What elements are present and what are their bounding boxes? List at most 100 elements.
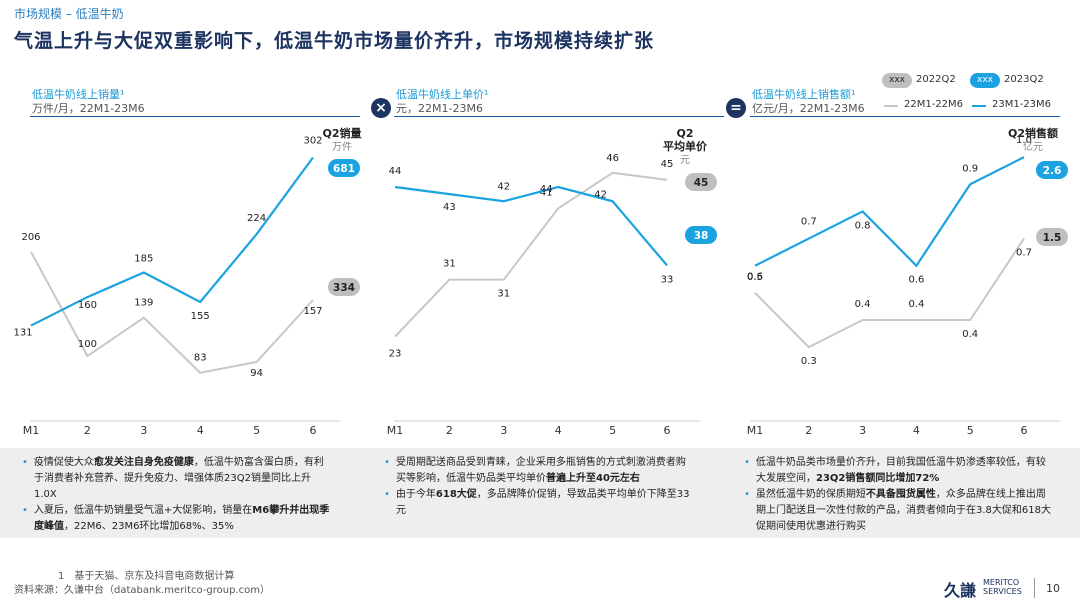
q2-2023-pill-value: 38 [694, 230, 709, 242]
data-label: 0.3 [801, 356, 817, 367]
x-tick-label: 2 [446, 424, 453, 437]
q2-2022-pill [685, 173, 717, 191]
q2-2023-pill [1036, 161, 1068, 179]
legend-line-2023 [972, 105, 986, 107]
x-tick-label: 4 [555, 424, 562, 437]
q2-2022-pill-value: 1.5 [1043, 232, 1062, 244]
data-label: 0.8 [855, 220, 871, 231]
note-text: 虽然低温牛奶的保质期短 [755, 489, 866, 500]
note-emphasis: 愈发关注自身免疫健康 [93, 457, 194, 468]
legend-label-2023q2: 2023Q2 [1004, 74, 1044, 85]
x-tick-label: 2 [84, 424, 91, 437]
data-label: 23 [389, 349, 402, 360]
x-tick-label: 3 [140, 424, 147, 437]
panel-title-volume: 低温牛奶线上销量¹ [32, 88, 125, 101]
notes-column-price: • 受周期配送商品受到青睐，企业采用多瓶销售的方式刺激消费者购买等影响，低温牛奶品… [384, 455, 694, 519]
x-tick-label: 4 [197, 424, 204, 437]
source-note: 资料来源：久谦中台（databank.meritco-group.com） [14, 585, 271, 596]
q2-header: Q2销售额 [1008, 126, 1058, 140]
note-bullet: • 低温牛奶品类市场量价齐升，目前我国低温牛奶渗透率较低，有较大发展空间，23Q2… [744, 455, 1054, 487]
panel-divider [30, 116, 360, 117]
data-label: 139 [134, 298, 153, 309]
data-label: 0.7 [801, 217, 817, 228]
q2-2023-pill-value: 2.6 [1043, 165, 1062, 177]
bullet-icon: • [744, 457, 750, 468]
panel-subtitle-volume: 万件/月，22M1-23M6 [32, 102, 145, 115]
x-tick-label: 6 [664, 424, 671, 437]
chart-sales: M1 2 3 4 5 6 0.5 0.3 0.4 0.4 0.4 0.7 0.6 0.7 0.8 0.6 0.9… [747, 126, 1068, 437]
data-label: 94 [250, 368, 263, 379]
data-label: 45 [661, 159, 674, 170]
chart-volume: M1 2 3 4 5 6 206 100 139 83 94 157 131 160 185 155 224 30… [13, 126, 361, 437]
charts-canvas: M1 2 3 4 5 6206100139839415713116018515522430… [13, 126, 1068, 437]
data-label: 302 [303, 136, 322, 147]
bullet-icon: • [384, 457, 390, 468]
x-tick-label: 3 [500, 424, 507, 437]
x-tick-label: 5 [967, 424, 974, 437]
note-bullet: • 虽然低温牛奶的保质期短不具备囤货属性，众多品牌在线上推出周期上门配送且一次性付… [744, 487, 1054, 535]
multiply-icon: × [371, 98, 391, 118]
x-tick-label: 2 [805, 424, 812, 437]
legend-label-22m: 22M1-22M6 [904, 99, 964, 110]
q2-2022-pill [1036, 228, 1068, 246]
q2-2022-pill-value: 334 [333, 282, 355, 294]
note-bullet: • 由于今年618大促，多品牌降价促销，导致品类平均单价下降至33元 [384, 487, 694, 519]
data-label: 43 [443, 202, 456, 213]
series-line-23M1-23M6 [394, 185, 668, 267]
notes-band [0, 448, 1080, 538]
note-bullet: • 入夏后，低温牛奶销量受气温+大促影响，销量在M6攀升并出现季度峰值，22M6、… [22, 503, 332, 535]
data-label: 155 [191, 311, 210, 322]
note-emphasis: 不具备囤货属性 [865, 489, 936, 500]
legend-label-23m: 23M1-23M6 [992, 99, 1052, 110]
x-tick-label: M1 [387, 424, 404, 437]
data-label: 0.6 [747, 272, 763, 283]
logo-en-line2: SERVICES [983, 587, 1022, 596]
data-label: 0.4 [855, 299, 871, 310]
q2-header: Q2销量 [322, 126, 361, 140]
notes-column-volume: • 疫情促使大众愈发关注自身免疫健康，低温牛奶富含蛋白质，有利于消费者补充营养、提… [22, 455, 332, 535]
logo-en: MERITCO SERVICES [983, 578, 1022, 596]
q2-header: 万件 [332, 141, 352, 153]
q2-header: Q2 [676, 127, 693, 140]
data-label: 0.4 [908, 299, 924, 310]
legend-pill-2022: xxx [882, 73, 912, 88]
q2-2023-pill [685, 226, 717, 244]
panel-subtitle-price: 元，22M1-23M6 [396, 102, 483, 115]
note-text: 由于今年 [395, 489, 436, 500]
data-label: 31 [497, 289, 510, 300]
data-label: 100 [78, 339, 97, 350]
data-label: 224 [247, 213, 266, 224]
panel-divider [394, 116, 724, 117]
data-label: 0.6 [908, 275, 924, 286]
data-label: 0.4 [962, 329, 978, 340]
series-line-23M1-23M6 [754, 156, 1025, 268]
x-tick-label: 6 [310, 424, 317, 437]
note-bullet: • 受周期配送商品受到青睐，企业采用多瓶销售的方式刺激消费者购买等影响，低温牛奶品… [384, 455, 694, 487]
data-label: 44 [540, 184, 553, 195]
note-text: ，多品牌降价促销，导致品类平均单价下降至33元 [396, 489, 690, 516]
series-line-22M1-22M6 [754, 238, 1025, 349]
note-emphasis: 618大促 [435, 489, 477, 500]
note-text: ，众多品牌在线上推出周期上门配送且一次性付款的产品，消费者倾向于在3.8大促和6… [756, 489, 1051, 532]
panel-divider [750, 116, 1060, 117]
equals-icon: = [726, 98, 746, 118]
bullet-icon: • [744, 489, 750, 500]
data-label: 46 [606, 153, 619, 164]
note-text: 低温牛奶品类市场量价齐升，目前我国低温牛奶渗透率较低，有较大发展空间， [755, 457, 1046, 484]
legend-line-2022 [884, 105, 898, 107]
data-label: 41 [540, 187, 553, 198]
series-line-22M1-22M6 [394, 171, 668, 338]
x-tick-label: M1 [747, 424, 764, 437]
notes-column-sales: • 低温牛奶品类市场量价齐升，目前我国低温牛奶渗透率较低，有较大发展空间，23Q2… [744, 455, 1054, 535]
logo-en-line1: MERITCO [983, 578, 1020, 587]
x-tick-label: M1 [23, 424, 40, 437]
panel-subtitle-sales: 亿元/月，22M1-23M6 [752, 102, 865, 115]
q2-header: 亿元 [1023, 140, 1043, 153]
data-label: 42 [497, 181, 510, 192]
bullet-icon: • [22, 505, 28, 516]
q2-2023-pill [328, 159, 360, 177]
x-tick-label: 5 [609, 424, 616, 437]
q2-2022-pill [328, 278, 360, 296]
breadcrumb: 市场规模 – 低温牛奶 [14, 7, 124, 21]
